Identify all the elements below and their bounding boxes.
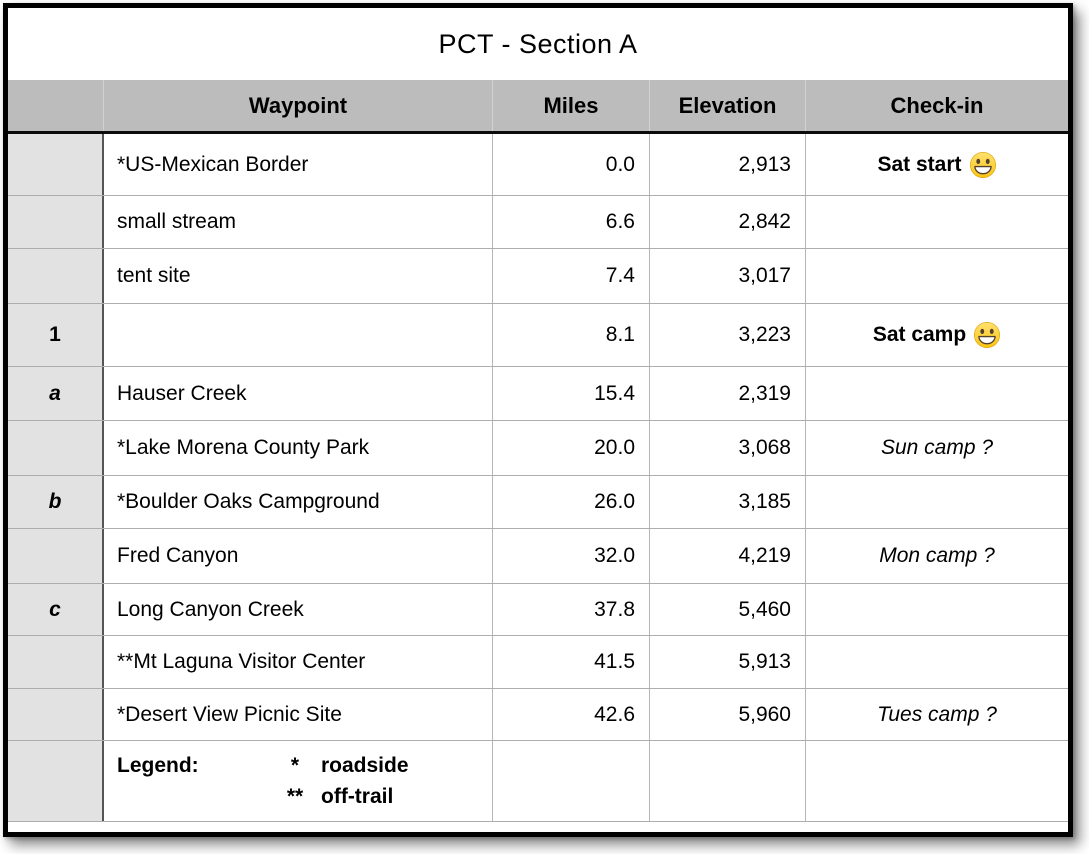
waypoint-cell: *Lake Morena County Park bbox=[104, 421, 493, 475]
waypoint-cell bbox=[104, 304, 493, 366]
row-label-cell bbox=[8, 529, 104, 583]
row-label-cell bbox=[8, 196, 104, 248]
row-label-cell bbox=[8, 249, 104, 303]
waypoint-cell: **Mt Laguna Visitor Center bbox=[104, 636, 493, 688]
table-row: *Desert View Picnic Site 42.6 5,960 Tues ca… bbox=[8, 689, 1068, 741]
elevation-cell: 2,319 bbox=[650, 367, 806, 420]
table-row: *Lake Morena County Park 20.0 3,068 Sun cam… bbox=[8, 421, 1068, 476]
miles-cell: 42.6 bbox=[493, 689, 650, 740]
legend-row: Legend: * roadside ** off-trail bbox=[8, 741, 1068, 822]
checkin-cell: Tues camp ? bbox=[806, 689, 1068, 740]
miles-cell: 6.6 bbox=[493, 196, 650, 248]
elevation-cell: 5,913 bbox=[650, 636, 806, 688]
miles-cell: 8.1 bbox=[493, 304, 650, 366]
table-row: tent site 7.4 3,017 bbox=[8, 249, 1068, 304]
legend-label: Legend: bbox=[117, 753, 199, 777]
table-frame: PCT - Section A Waypoint Miles Elevation… bbox=[3, 3, 1073, 837]
legend-cell: Legend: * roadside ** off-trail bbox=[104, 741, 493, 821]
miles-cell: 20.0 bbox=[493, 421, 650, 475]
checkin-cell bbox=[806, 636, 1068, 688]
miles-cell: 32.0 bbox=[493, 529, 650, 583]
table-body: *US-Mexican Border 0.0 2,913 Sat start smal… bbox=[8, 134, 1068, 741]
waypoint-cell: Long Canyon Creek bbox=[104, 584, 493, 635]
header-cell-miles: Miles bbox=[493, 80, 650, 131]
elevation-cell: 3,185 bbox=[650, 476, 806, 528]
checkin-text: Tues camp ? bbox=[877, 702, 997, 726]
legend-symbol-offtrail: ** bbox=[286, 784, 304, 808]
elevation-cell: 3,017 bbox=[650, 249, 806, 303]
checkin-cell bbox=[806, 741, 1068, 821]
table-row: *US-Mexican Border 0.0 2,913 Sat start bbox=[8, 134, 1068, 196]
waypoint-cell: small stream bbox=[104, 196, 493, 248]
row-label-cell: c bbox=[8, 584, 104, 635]
miles-cell: 26.0 bbox=[493, 476, 650, 528]
elevation-cell: 5,960 bbox=[650, 689, 806, 740]
checkin-cell bbox=[806, 476, 1068, 528]
elevation-cell: 4,219 bbox=[650, 529, 806, 583]
table-row: b *Boulder Oaks Campground 26.0 3,185 bbox=[8, 476, 1068, 529]
table-row: **Mt Laguna Visitor Center 41.5 5,913 bbox=[8, 636, 1068, 689]
page-title: PCT - Section A bbox=[438, 28, 638, 59]
elevation-cell: 2,842 bbox=[650, 196, 806, 248]
checkin-cell: Sat start bbox=[806, 134, 1068, 195]
waypoint-cell: *Desert View Picnic Site bbox=[104, 689, 493, 740]
header-cell-waypoint: Waypoint bbox=[104, 80, 493, 131]
waypoint-cell: *Boulder Oaks Campground bbox=[104, 476, 493, 528]
legend-meaning-offtrail: off-trail bbox=[321, 784, 394, 808]
checkin-cell bbox=[806, 584, 1068, 635]
legend-symbol-roadside: * bbox=[290, 753, 300, 777]
waypoint-cell: Fred Canyon bbox=[104, 529, 493, 583]
row-label-cell bbox=[8, 689, 104, 740]
checkin-text: Sat start bbox=[877, 152, 962, 176]
grinning-face-emoji-icon bbox=[974, 322, 1001, 348]
table-row: 1 8.1 3,223 Sat camp bbox=[8, 304, 1068, 367]
table-row: a Hauser Creek 15.4 2,319 bbox=[8, 367, 1068, 421]
miles-cell: 7.4 bbox=[493, 249, 650, 303]
checkin-cell bbox=[806, 367, 1068, 420]
checkin-cell bbox=[806, 196, 1068, 248]
checkin-cell bbox=[806, 249, 1068, 303]
row-label-cell bbox=[8, 421, 104, 475]
elevation-cell: 5,460 bbox=[650, 584, 806, 635]
checkin-cell: Sat camp bbox=[806, 304, 1068, 366]
elevation-cell: 3,068 bbox=[650, 421, 806, 475]
row-label-cell bbox=[8, 636, 104, 688]
miles-cell bbox=[493, 741, 650, 821]
header-cell-elevation: Elevation bbox=[650, 80, 806, 131]
row-label-cell bbox=[8, 741, 104, 821]
row-label-cell: 1 bbox=[8, 304, 104, 366]
table-header-row: Waypoint Miles Elevation Check-in bbox=[8, 80, 1068, 134]
table-row: Fred Canyon 32.0 4,219 Mon camp ? bbox=[8, 529, 1068, 584]
waypoint-cell: *US-Mexican Border bbox=[104, 134, 493, 195]
header-cell-checkin: Check-in bbox=[890, 92, 984, 118]
elevation-cell: 2,913 bbox=[650, 134, 806, 195]
checkin-text: Sun camp ? bbox=[880, 436, 994, 459]
legend-content: Legend: * roadside ** off-trail bbox=[117, 754, 409, 809]
miles-cell: 37.8 bbox=[493, 584, 650, 635]
table-row: small stream 6.6 2,842 bbox=[8, 196, 1068, 249]
checkin-cell: Mon camp ? bbox=[806, 529, 1068, 583]
waypoint-cell: Hauser Creek bbox=[104, 367, 493, 420]
row-label-cell: b bbox=[8, 476, 104, 528]
row-label-cell: a bbox=[8, 367, 104, 420]
table-row: c Long Canyon Creek 37.8 5,460 bbox=[8, 584, 1068, 636]
miles-cell: 0.0 bbox=[493, 134, 650, 195]
checkin-text: Mon camp ? bbox=[879, 544, 995, 567]
row-label-cell bbox=[8, 134, 104, 195]
checkin-cell: Sun camp ? bbox=[806, 421, 1068, 475]
elevation-cell bbox=[650, 741, 806, 821]
header-cell-rowlabel bbox=[8, 80, 104, 131]
checkin-text: Sat camp bbox=[872, 323, 967, 346]
miles-cell: 41.5 bbox=[493, 636, 650, 688]
waypoint-cell: tent site bbox=[104, 249, 493, 303]
legend-meaning-roadside: roadside bbox=[321, 753, 409, 777]
title-bar: PCT - Section A bbox=[8, 8, 1068, 80]
elevation-cell: 3,223 bbox=[650, 304, 806, 366]
miles-cell: 15.4 bbox=[493, 367, 650, 420]
grinning-face-emoji-icon bbox=[969, 151, 996, 178]
